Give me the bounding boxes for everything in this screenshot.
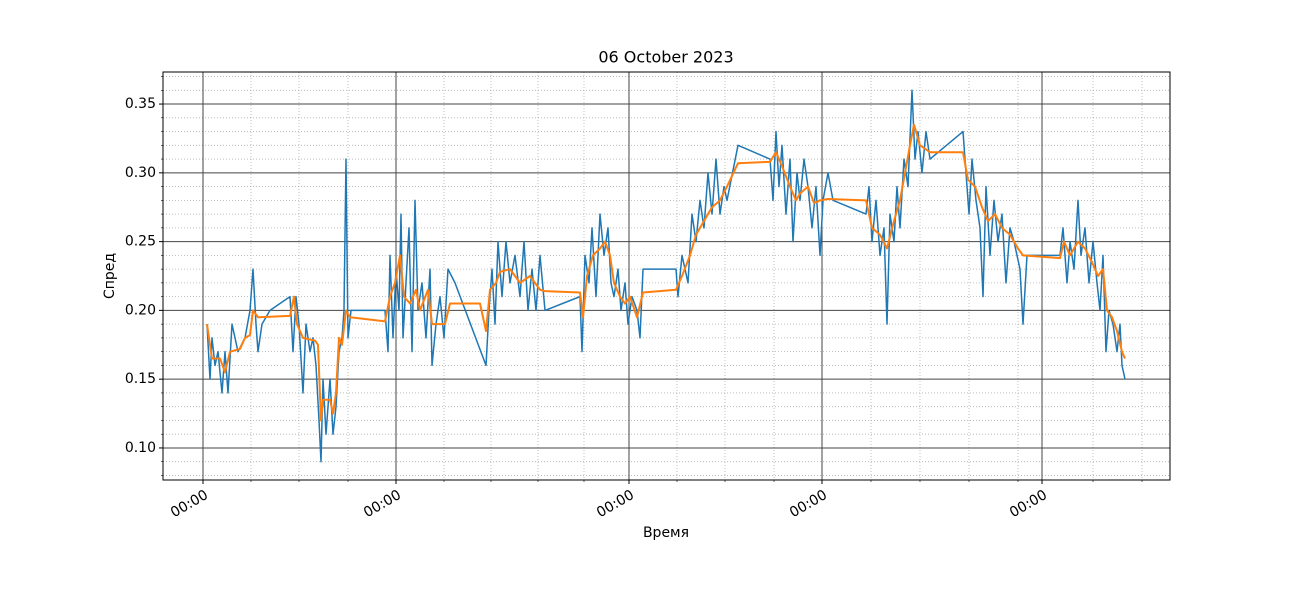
data-line	[206, 123, 1126, 422]
y-tick-label: 0.20	[125, 302, 156, 318]
y-tick-label: 0.15	[125, 371, 156, 387]
y-tick-label: 0.10	[125, 440, 156, 456]
plot-frame	[162, 71, 1171, 481]
chart-title: 06 October 2023	[598, 48, 733, 67]
y-tick-label: 0.35	[125, 96, 156, 112]
y-tick-label: 0.30	[125, 165, 156, 181]
y-axis-label: Спред	[102, 253, 118, 299]
y-tick-label: 0.25	[125, 234, 156, 250]
x-axis-label: Время	[643, 525, 689, 541]
data-line	[206, 89, 1126, 463]
